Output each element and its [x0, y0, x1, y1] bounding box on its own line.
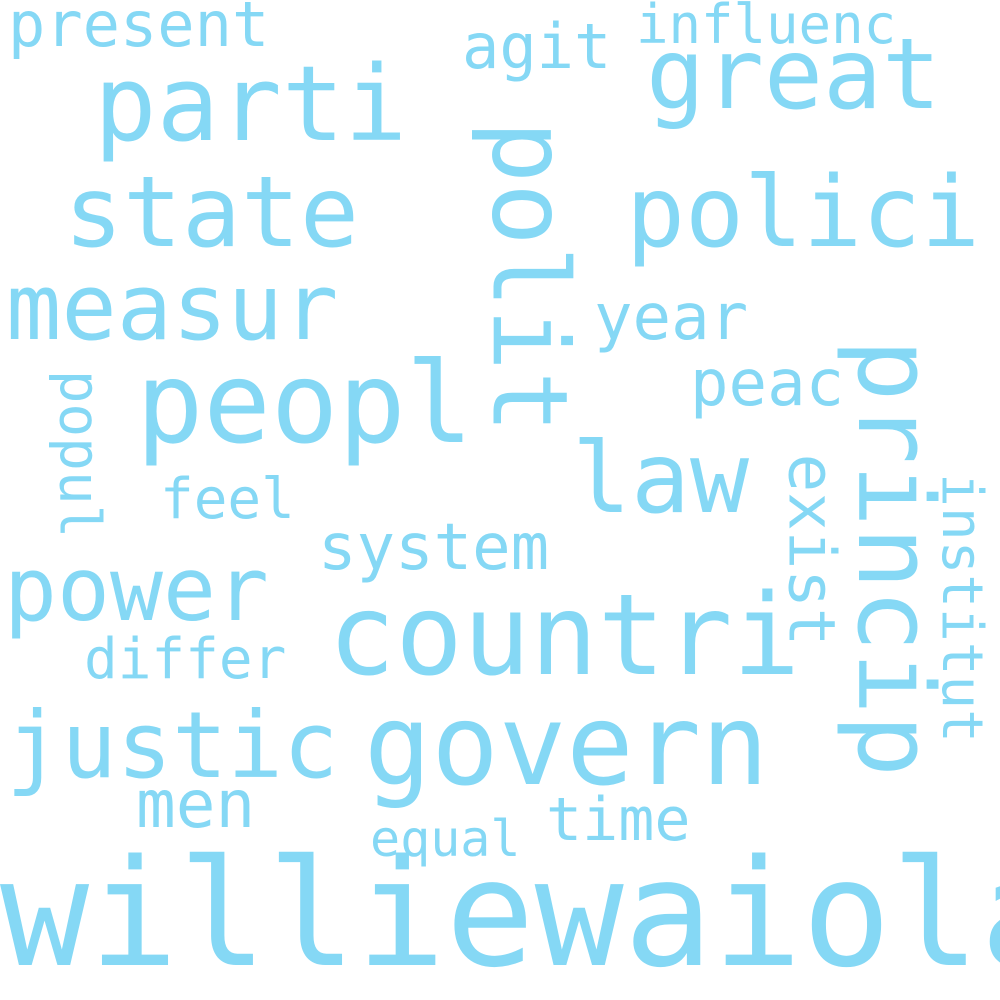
word-system: system — [318, 511, 550, 585]
word-polit: polit — [468, 120, 591, 434]
word-peopl: peopl — [136, 339, 474, 469]
word-great: great — [646, 18, 942, 132]
word-state: state — [64, 156, 360, 270]
word-institut: institut — [928, 473, 994, 743]
word-peac: peac — [690, 347, 845, 421]
word-influenc: influenc — [636, 0, 897, 56]
word-differ: differ — [84, 627, 287, 692]
word-power: power — [4, 538, 269, 641]
word-agit: agit — [462, 10, 612, 83]
word-measur: measur — [6, 254, 339, 361]
word-law: law — [572, 422, 750, 536]
word-justic: justic — [6, 692, 339, 799]
word-feel: feel — [160, 467, 295, 532]
word-year: year — [594, 281, 749, 355]
word-equal: equal — [370, 810, 521, 868]
word-men: men — [136, 766, 256, 843]
word-time: time — [546, 785, 691, 855]
word-williewaiola: williewaiola — [0, 828, 1000, 1000]
word-govern: govern — [364, 681, 769, 811]
word-polici: polici — [626, 156, 981, 270]
word-parti: parti — [94, 43, 408, 165]
word-popul: popul — [46, 369, 112, 539]
word-exist: exist — [773, 453, 848, 647]
word-present: present — [8, 0, 270, 61]
word-countri: countri — [328, 571, 801, 701]
